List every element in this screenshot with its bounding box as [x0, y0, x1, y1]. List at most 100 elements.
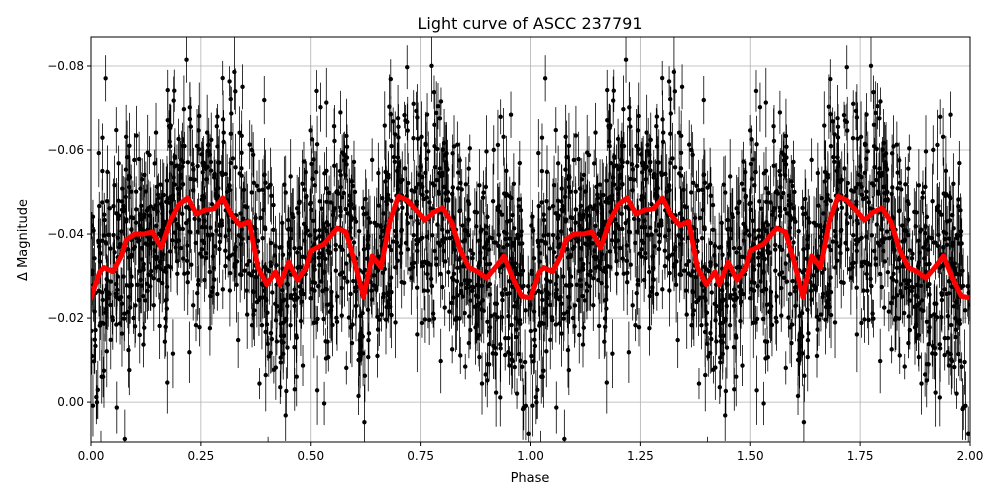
data-point	[633, 240, 638, 246]
data-point	[220, 75, 225, 81]
data-point	[791, 159, 796, 165]
data-point	[91, 359, 97, 364]
data-point	[956, 241, 962, 246]
data-point	[173, 245, 178, 250]
data-point	[639, 197, 644, 202]
data-point	[393, 320, 398, 325]
data-point	[539, 135, 545, 140]
data-point	[566, 367, 572, 373]
data-point	[719, 298, 724, 303]
data-point	[458, 180, 463, 186]
data-point	[689, 147, 694, 153]
data-point	[870, 311, 875, 316]
data-point	[269, 336, 275, 342]
data-point	[573, 133, 579, 138]
data-point	[848, 215, 853, 220]
data-point	[820, 270, 825, 275]
data-point	[668, 131, 673, 137]
data-point	[294, 206, 300, 211]
data-point	[126, 176, 131, 181]
data-point	[830, 119, 835, 124]
data-point	[596, 323, 602, 329]
data-point	[608, 265, 613, 270]
data-point	[402, 166, 408, 171]
data-point	[758, 206, 764, 211]
data-point	[508, 195, 514, 201]
data-point	[898, 290, 903, 296]
data-point	[748, 161, 754, 167]
data-point	[708, 263, 713, 269]
data-point	[274, 339, 280, 344]
data-point	[585, 272, 591, 277]
data-point	[259, 281, 265, 287]
data-point	[771, 138, 777, 144]
data-point	[874, 146, 879, 152]
data-point	[723, 413, 728, 418]
data-point	[711, 367, 716, 372]
data-point	[430, 233, 435, 238]
data-point	[366, 354, 371, 360]
data-point	[818, 312, 824, 317]
data-point	[352, 189, 358, 195]
data-point	[844, 64, 849, 70]
data-point	[948, 195, 953, 201]
data-point	[624, 243, 630, 248]
data-point	[337, 272, 343, 277]
data-point	[465, 281, 470, 287]
data-point	[531, 359, 536, 364]
data-point	[417, 172, 422, 178]
data-point	[531, 256, 537, 261]
data-point	[614, 222, 619, 227]
data-point	[559, 331, 564, 336]
data-point	[576, 156, 581, 162]
data-point	[814, 222, 819, 228]
data-point	[520, 268, 526, 273]
data-point	[944, 291, 949, 297]
data-point	[338, 172, 343, 178]
data-point	[484, 262, 490, 267]
data-point	[532, 337, 537, 342]
data-point	[568, 189, 573, 194]
data-point	[457, 257, 462, 262]
data-point	[166, 123, 172, 129]
data-point	[670, 156, 675, 161]
data-point	[553, 322, 559, 327]
data-point	[215, 144, 220, 149]
data-point	[805, 307, 810, 312]
data-point	[924, 361, 930, 367]
data-point	[819, 228, 824, 234]
data-point	[835, 258, 840, 263]
data-point	[317, 199, 323, 204]
data-point	[563, 219, 568, 224]
data-point	[791, 240, 796, 245]
data-point	[328, 200, 334, 205]
data-point	[728, 295, 733, 301]
data-point	[561, 316, 566, 321]
data-point	[477, 183, 482, 188]
data-point	[270, 290, 275, 295]
data-point	[896, 316, 902, 321]
data-point	[763, 100, 768, 105]
data-point	[957, 358, 963, 363]
data-point	[535, 387, 540, 393]
data-point	[824, 202, 829, 207]
data-point	[591, 276, 596, 281]
data-point	[509, 357, 515, 362]
data-point	[797, 313, 802, 319]
data-point	[647, 225, 653, 230]
data-point	[93, 327, 98, 333]
data-point	[402, 112, 407, 118]
data-point	[672, 165, 678, 170]
data-point	[950, 240, 955, 246]
data-point	[833, 234, 838, 239]
data-point	[119, 229, 124, 234]
data-point	[283, 413, 288, 418]
data-point	[787, 291, 793, 297]
data-point	[121, 203, 126, 209]
data-point	[555, 161, 561, 166]
data-point	[708, 330, 713, 336]
data-point	[197, 324, 202, 330]
data-point	[871, 144, 877, 149]
data-point	[654, 124, 659, 129]
data-point	[544, 169, 550, 175]
